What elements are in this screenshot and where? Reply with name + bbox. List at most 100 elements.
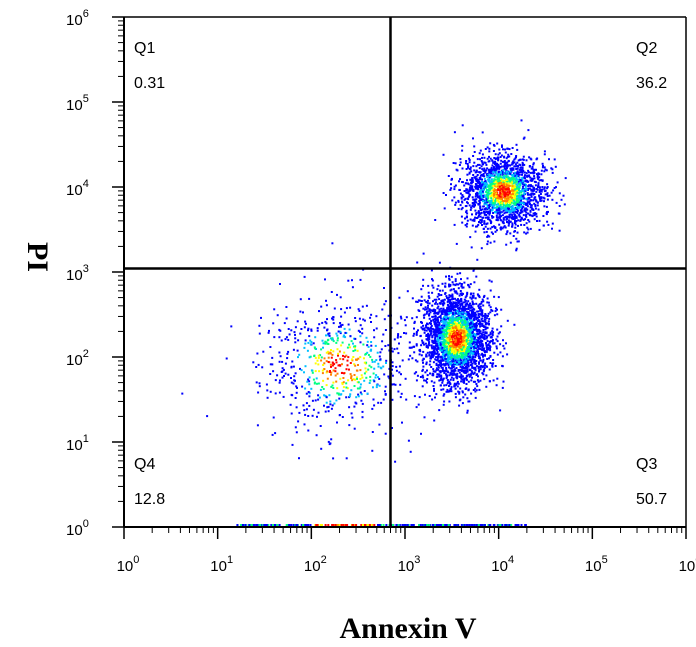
data-point	[415, 344, 418, 347]
data-point	[451, 365, 454, 367]
data-point	[332, 316, 335, 319]
data-point	[471, 224, 474, 227]
data-point	[398, 296, 401, 299]
data-point	[460, 380, 463, 383]
data-point	[513, 165, 516, 168]
data-point	[478, 343, 481, 346]
data-point	[428, 395, 431, 397]
data-point	[477, 353, 480, 355]
data-point	[526, 202, 529, 205]
data-point	[454, 351, 457, 354]
data-point	[497, 209, 500, 212]
data-point	[452, 327, 455, 330]
data-point	[487, 343, 490, 346]
data-point	[329, 403, 332, 406]
data-point	[521, 161, 524, 164]
data-point	[448, 389, 451, 392]
data-point	[307, 391, 310, 393]
data-point	[473, 358, 476, 361]
data-point	[287, 350, 290, 353]
data-point	[492, 161, 495, 164]
data-point	[349, 373, 352, 376]
data-point	[526, 201, 529, 204]
data-point	[441, 289, 444, 292]
data-point	[349, 362, 352, 364]
data-point	[520, 223, 523, 226]
data-point	[448, 325, 451, 328]
data-point	[473, 360, 476, 363]
data-point	[436, 307, 439, 310]
data-point	[427, 339, 430, 342]
data-point	[446, 370, 449, 373]
data-point	[533, 177, 536, 180]
data-point	[428, 335, 431, 338]
data-point	[507, 179, 510, 182]
data-point	[450, 305, 453, 308]
data-point	[522, 155, 525, 158]
data-point	[514, 183, 517, 186]
data-point	[276, 374, 279, 377]
data-point	[461, 181, 464, 183]
data-point	[370, 321, 372, 323]
data-point	[451, 319, 454, 322]
data-point	[439, 361, 442, 364]
data-point	[434, 337, 437, 340]
data-point	[349, 335, 352, 338]
data-point	[536, 204, 539, 207]
data-point	[490, 174, 492, 177]
data-point	[526, 193, 529, 196]
data-point	[502, 380, 505, 383]
data-point	[314, 399, 317, 402]
data-point	[469, 178, 472, 181]
data-point	[447, 364, 450, 367]
data-point	[470, 340, 473, 343]
data-point	[529, 210, 532, 213]
data-point	[467, 190, 470, 193]
data-point	[532, 163, 535, 166]
data-point	[325, 341, 328, 344]
data-point	[465, 326, 468, 329]
data-point	[521, 202, 524, 205]
data-point	[457, 321, 460, 324]
data-point	[466, 216, 468, 219]
data-point	[436, 295, 439, 298]
data-point	[466, 328, 469, 331]
data-point	[475, 165, 478, 168]
data-point	[469, 336, 472, 339]
data-point	[436, 288, 439, 291]
data-point	[546, 220, 549, 223]
data-point	[354, 346, 356, 349]
data-point	[479, 368, 482, 371]
data-point	[530, 204, 533, 207]
data-point	[501, 176, 504, 179]
data-point	[475, 275, 478, 278]
data-point	[472, 295, 474, 297]
data-point	[466, 212, 469, 215]
data-point	[477, 375, 479, 378]
data-point	[482, 329, 485, 331]
data-point	[375, 359, 378, 362]
data-point	[338, 350, 341, 353]
data-point	[482, 337, 485, 340]
data-point	[456, 328, 459, 331]
data-point	[501, 200, 504, 202]
data-point	[387, 344, 390, 347]
data-point	[464, 371, 467, 374]
data-point	[376, 351, 379, 354]
data-point	[516, 161, 519, 164]
data-point	[361, 376, 364, 379]
data-point	[461, 334, 464, 336]
data-point	[437, 330, 440, 333]
data-point	[476, 317, 479, 320]
data-point	[317, 356, 320, 359]
data-point	[487, 334, 490, 337]
data-point	[470, 392, 473, 395]
data-point	[516, 206, 519, 209]
data-point	[466, 325, 469, 328]
data-point	[538, 219, 541, 222]
data-point	[461, 194, 464, 197]
data-point	[447, 327, 450, 330]
data-point	[392, 383, 395, 386]
data-point	[442, 359, 445, 362]
data-point	[496, 353, 499, 356]
